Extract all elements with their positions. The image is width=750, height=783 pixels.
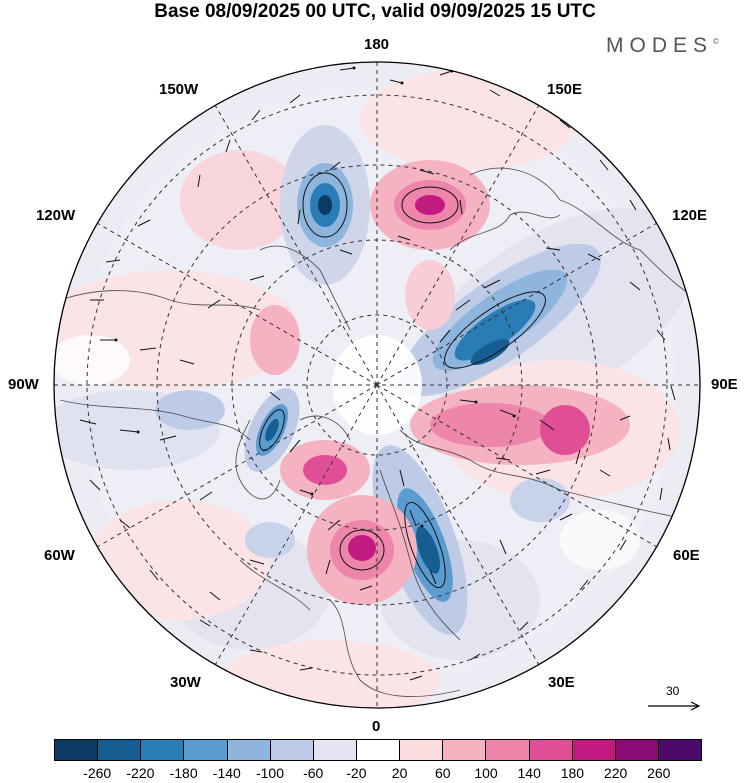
lon-label-120e: 120E bbox=[672, 207, 708, 224]
brand-name: MODES bbox=[606, 34, 714, 57]
colorbar-swatch bbox=[529, 740, 573, 760]
colorbar-tick-label: 260 bbox=[647, 765, 671, 781]
lon-label-120w: 120W bbox=[36, 207, 76, 224]
anomaly-field bbox=[54, 62, 700, 708]
colorbar-tick-label: -100 bbox=[255, 765, 285, 781]
map-boundary bbox=[53, 61, 701, 709]
lon-label-150e: 150E bbox=[547, 81, 583, 98]
lon-label-60e: 60E bbox=[673, 547, 700, 564]
colorbar-swatch bbox=[55, 740, 99, 760]
colorbar-tick-label: 60 bbox=[435, 765, 451, 781]
colorbar-swatch bbox=[443, 740, 487, 760]
lon-label-30e: 30E bbox=[548, 674, 575, 691]
brand-logo: MODES© bbox=[606, 34, 719, 58]
colorbar-swatch bbox=[184, 740, 228, 760]
colorbar-tick-label: 180 bbox=[560, 765, 585, 781]
colorbar bbox=[54, 739, 702, 761]
lon-label-0: 0 bbox=[372, 718, 381, 735]
colorbar-swatch bbox=[141, 740, 185, 760]
colorbar-tick-label: 20 bbox=[391, 765, 408, 781]
reference-vector-label: 30 bbox=[666, 684, 680, 698]
lon-label-90w: 90W bbox=[8, 376, 39, 393]
colorbar-swatch bbox=[270, 740, 314, 760]
colorbar-swatch bbox=[658, 740, 702, 760]
colorbar-swatch bbox=[615, 740, 659, 760]
colorbar-swatch bbox=[227, 740, 271, 760]
colorbar-tick-label: -140 bbox=[212, 765, 241, 781]
colorbar-swatch bbox=[572, 740, 616, 760]
lon-label-90e: 90E bbox=[711, 376, 738, 393]
brand-mark: © bbox=[713, 37, 719, 46]
colorbar-tick-label: 220 bbox=[603, 765, 628, 781]
colorbar-tick-label: -220 bbox=[126, 765, 155, 781]
colorbar-swatch bbox=[313, 740, 357, 760]
colorbar-tick-label: 140 bbox=[517, 765, 541, 781]
colorbar-tick-label: -260 bbox=[83, 765, 112, 781]
colorbar-swatch bbox=[98, 740, 142, 760]
colorbar-tick-label: -180 bbox=[169, 765, 198, 781]
reference-vector: 30 bbox=[646, 680, 706, 720]
lon-label-180: 180 bbox=[364, 36, 390, 53]
lon-label-60w: 60W bbox=[44, 547, 75, 564]
colorbar-tick-label: -20 bbox=[346, 765, 367, 781]
colorbar-swatch bbox=[356, 740, 401, 760]
colorbar-tick-label: 100 bbox=[474, 765, 498, 781]
lon-label-30w: 30W bbox=[170, 674, 201, 691]
colorbar-swatch bbox=[400, 740, 444, 760]
colorbar-tick-label: -60 bbox=[303, 765, 324, 781]
reference-arrow-icon bbox=[648, 701, 701, 711]
lon-label-150w: 150W bbox=[159, 81, 199, 98]
map-title: Base 08/09/2025 00 UTC, valid 09/09/2025… bbox=[154, 1, 596, 22]
colorbar-swatch bbox=[486, 740, 530, 760]
